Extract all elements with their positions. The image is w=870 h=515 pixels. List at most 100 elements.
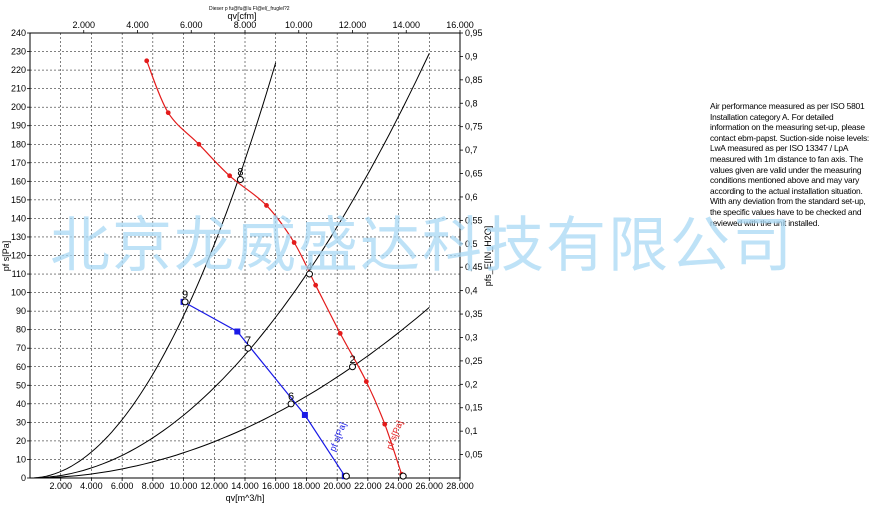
operating-point-marker bbox=[349, 363, 356, 371]
y-tick-label: 190 bbox=[11, 121, 26, 131]
system-curve bbox=[30, 307, 430, 479]
x-tick-label: 26.000 bbox=[416, 481, 444, 491]
x-tick-label: 4.000 bbox=[80, 481, 103, 491]
operating-point-label: 7 bbox=[245, 335, 251, 347]
y2-tick-label: 0,4 bbox=[465, 286, 478, 296]
blue-data-point bbox=[234, 328, 241, 335]
y-tick-label: 20 bbox=[16, 436, 26, 446]
y-tick-label: 80 bbox=[16, 325, 26, 335]
system-curve bbox=[29, 62, 277, 479]
red-data-point bbox=[264, 203, 269, 208]
x-tick-label: 16.000 bbox=[262, 481, 290, 491]
x-tick-label: 10.000 bbox=[170, 481, 198, 491]
y2-tick-label: 0,3 bbox=[465, 332, 478, 342]
y2-tick-label: 0,1 bbox=[465, 426, 478, 436]
operating-point-marker bbox=[244, 344, 252, 352]
y-tick-label: 220 bbox=[11, 65, 26, 75]
y2-tick-label: 0,95 bbox=[465, 28, 483, 38]
y2-tick-label: 0,7 bbox=[465, 145, 478, 155]
y2-tick-label: 0,8 bbox=[465, 98, 478, 108]
y-tick-label: 100 bbox=[11, 288, 26, 298]
operating-point-label: 6 bbox=[288, 391, 294, 403]
y-tick-label: 60 bbox=[16, 362, 26, 372]
red-data-point bbox=[165, 110, 171, 116]
operating-point-marker bbox=[399, 472, 407, 480]
y2-tick-label: 0,85 bbox=[465, 75, 483, 85]
red-performance-line bbox=[146, 60, 403, 475]
y2-tick-label: 0,45 bbox=[465, 262, 483, 272]
red-data-point bbox=[313, 282, 319, 288]
y2-tick-label: 0,55 bbox=[465, 215, 483, 225]
operating-point-marker bbox=[287, 400, 295, 408]
system-resistance-curves bbox=[29, 53, 430, 479]
y2-tick-label: 0,15 bbox=[465, 403, 483, 413]
red-data-point bbox=[363, 379, 369, 384]
y-tick-label: 200 bbox=[11, 102, 26, 112]
x-tick-label: 24.000 bbox=[385, 481, 413, 491]
right-axis-label: pfs_E[IN_H2O] bbox=[483, 226, 493, 287]
y2-tick-label: 0,05 bbox=[465, 450, 483, 460]
system-curve bbox=[29, 53, 430, 479]
red-data-point bbox=[227, 173, 233, 179]
operating-point-marker bbox=[236, 175, 244, 183]
operating-point-label: 9 bbox=[182, 289, 188, 301]
operating-point-marker bbox=[181, 298, 189, 306]
y2-tick-label: 0,75 bbox=[465, 122, 483, 132]
x-tick-label: 12.000 bbox=[201, 481, 229, 491]
operating-point-label: 2 bbox=[349, 354, 355, 366]
operating-point-marker bbox=[342, 472, 350, 480]
curve-labels: pf s[Pa] pf s[Pa] bbox=[327, 419, 405, 453]
x2-tick-label: 12.000 bbox=[339, 20, 367, 30]
y-tick-label: 150 bbox=[11, 195, 26, 205]
grid-lines bbox=[27, 30, 463, 481]
top-axis-label: qv[cfm] bbox=[227, 11, 256, 21]
y2-tick-label: 0,65 bbox=[465, 169, 483, 179]
y-tick-label: 140 bbox=[11, 213, 26, 223]
y-tick-label: 90 bbox=[16, 306, 26, 316]
blue-data-point bbox=[301, 411, 308, 418]
x2-tick-label: 6.000 bbox=[180, 20, 203, 30]
x2-tick-label: 10.000 bbox=[285, 20, 313, 30]
x-tick-label: 14.000 bbox=[231, 481, 259, 491]
y-tick-label: 230 bbox=[11, 47, 26, 57]
x-tick-label: 22.000 bbox=[354, 481, 382, 491]
chart-header-text: Dieser p fu@fu@lu Fl@el(_fruglel?2 bbox=[209, 6, 290, 12]
y-tick-label: 170 bbox=[11, 158, 26, 168]
operating-point-marker bbox=[306, 270, 313, 278]
y-tick-label: 110 bbox=[12, 269, 26, 279]
y-tick-label: 0 bbox=[21, 473, 26, 483]
tick-labels: 2.000 4.000 6.000 8.000 10.000 12.000 14.000 16… bbox=[11, 20, 483, 491]
curve-name-label: pf s[Pa] bbox=[384, 419, 405, 451]
blue-performance-line bbox=[183, 301, 346, 477]
x-tick-label: 18.000 bbox=[293, 481, 321, 491]
x-tick-label: 6.000 bbox=[111, 481, 134, 491]
operating-point-label: 4 bbox=[306, 261, 312, 273]
red-data-point bbox=[196, 141, 202, 147]
x-tick-label: 2.000 bbox=[49, 481, 72, 491]
y-tick-label: 30 bbox=[16, 417, 26, 427]
measurement-note: Air performance measured as per ISO 5801… bbox=[710, 101, 870, 228]
y-tick-label: 130 bbox=[11, 232, 26, 242]
y-tick-label: 160 bbox=[11, 176, 26, 186]
left-axis-label: pf s[Pa] bbox=[1, 241, 11, 272]
y2-tick-label: 0,35 bbox=[465, 309, 483, 319]
x2-tick-label: 2.000 bbox=[72, 20, 95, 30]
operating-point-label: 8 bbox=[237, 166, 243, 178]
operating-points: 8 4 2 9 7 6 bbox=[181, 166, 407, 480]
red-data-point bbox=[291, 240, 297, 245]
y-tick-label: 40 bbox=[16, 399, 26, 409]
x2-tick-label: 14.000 bbox=[392, 20, 420, 30]
x2-tick-label: 4.000 bbox=[126, 20, 149, 30]
y-tick-label: 180 bbox=[11, 139, 26, 149]
x-tick-label: 20.000 bbox=[323, 481, 351, 491]
y2-tick-label: 0,6 bbox=[465, 192, 478, 202]
y2-tick-label: 0,2 bbox=[465, 379, 478, 389]
y2-tick-label: 0,5 bbox=[465, 239, 478, 249]
bottom-axis-label: qv[m^3/h] bbox=[226, 493, 265, 503]
red-data-point bbox=[144, 58, 150, 64]
y2-tick-label: 0,9 bbox=[465, 51, 478, 61]
x-tick-label: 28.000 bbox=[446, 481, 474, 491]
x2-tick-label: 16.000 bbox=[446, 20, 474, 30]
y-tick-label: 70 bbox=[16, 343, 26, 353]
